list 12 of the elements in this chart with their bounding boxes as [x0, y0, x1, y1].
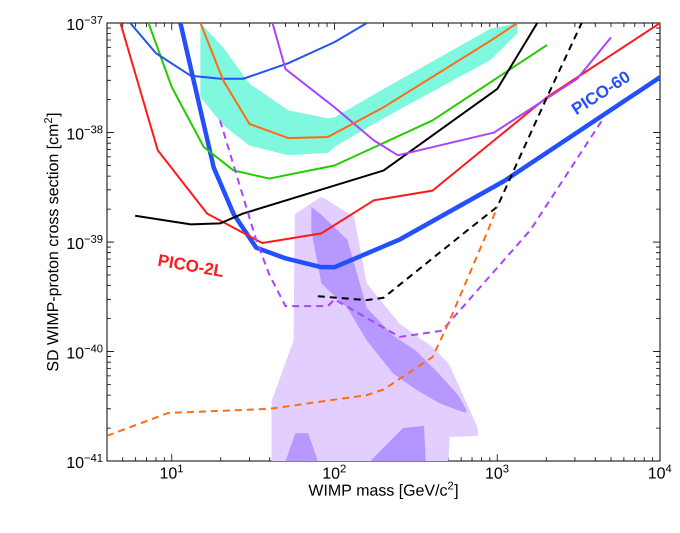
y-tick-label: 10$^{−37}$: [68, 16, 102, 30]
y-axis-title: SD WIMP-proton cross section [cm$^{2}$]: [44, 114, 62, 371]
x-axis-title: WIMP mass [GeV/c$^{2}$]: [308, 482, 458, 499]
x-tick-label: 10$^{3}$: [486, 464, 508, 479]
y-tick-label: 10$^{−39}$: [68, 234, 102, 250]
x-tick-label: 10$^{1}$: [160, 464, 183, 479]
y-tick-label: 10$^{−40}$: [68, 344, 103, 359]
x-tick-label: 10$^{2}$: [324, 464, 346, 479]
x-tick-label: 10$^{4}$: [649, 464, 672, 479]
y-tick-label: 10$^{−41}$: [68, 454, 102, 468]
text: PICO-2L: [158, 254, 223, 277]
y-tick-label: 10$^{−38}$: [68, 125, 102, 140]
